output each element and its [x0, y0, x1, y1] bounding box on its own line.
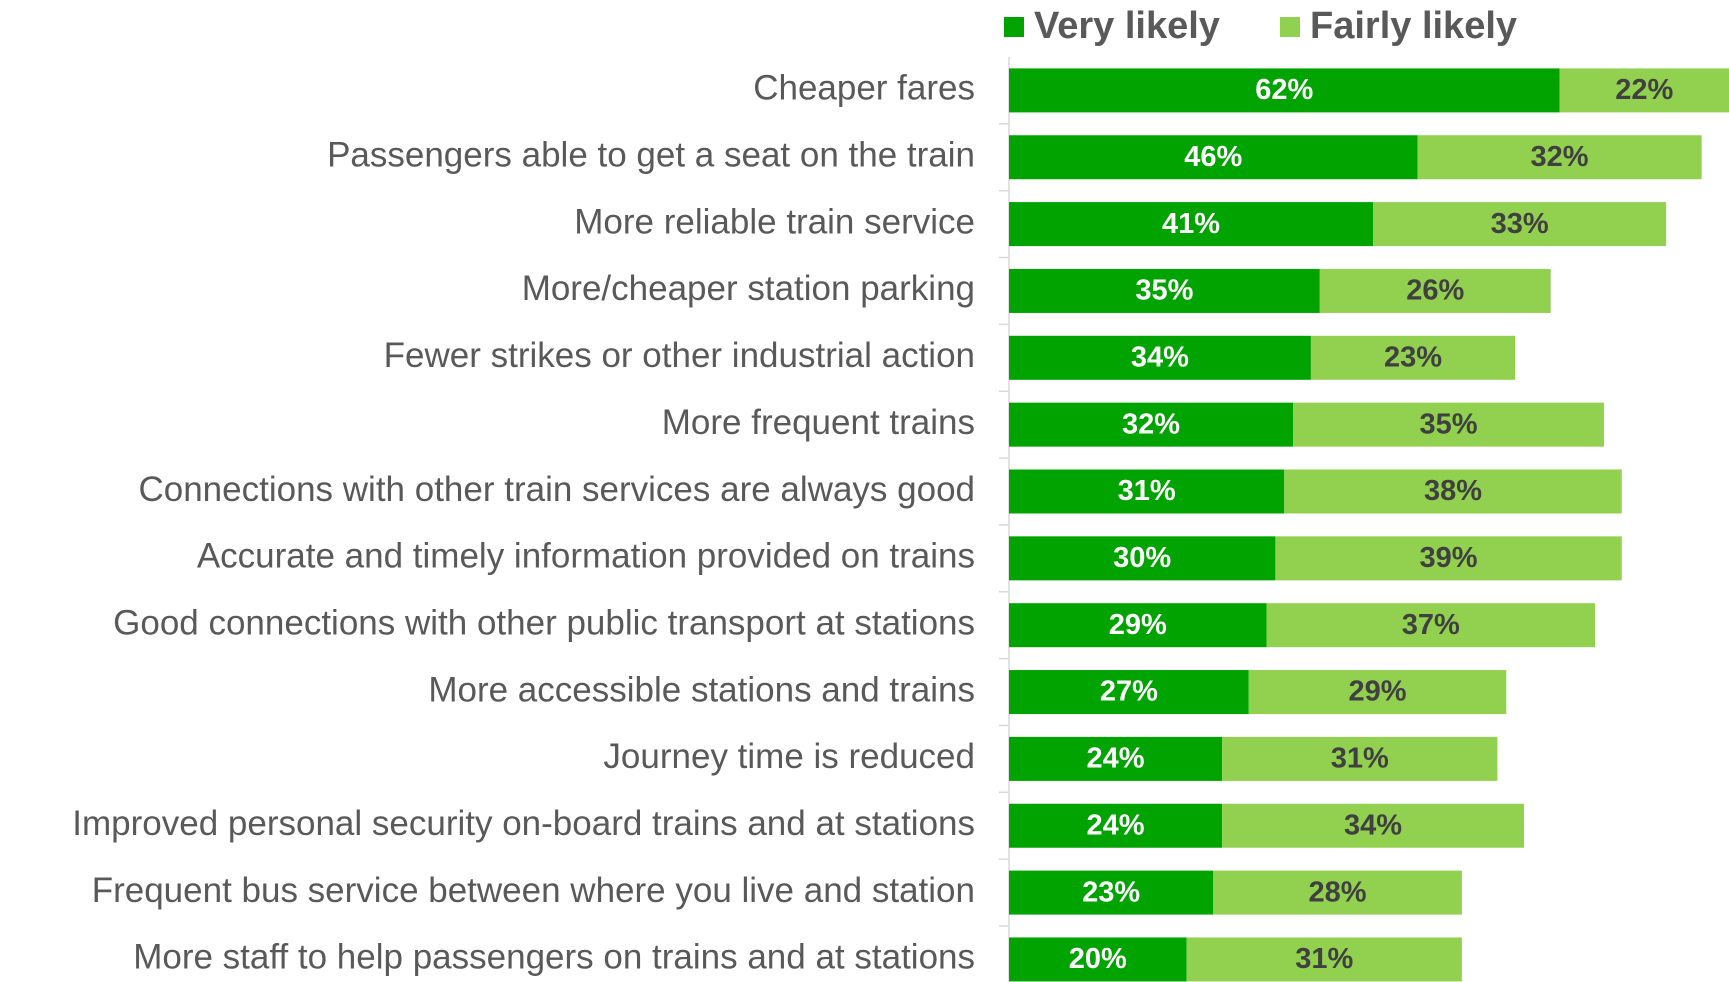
bar-segment: [1310, 335, 1516, 380]
value-label: 41%: [1162, 208, 1220, 240]
value-label: 29%: [1348, 676, 1406, 708]
value-label: 31%: [1331, 743, 1389, 775]
value-label: 34%: [1131, 341, 1189, 373]
category-label: More/cheaper station parking: [522, 269, 975, 308]
legend-label: Fairly likely: [1310, 5, 1517, 47]
category-label: More frequent trains: [662, 403, 975, 442]
bar-segment: [1266, 603, 1596, 648]
value-label: 34%: [1344, 809, 1402, 841]
value-label: 20%: [1069, 943, 1127, 975]
bar-segment: [1275, 536, 1622, 581]
category-label: Fewer strikes or other industrial action: [384, 336, 975, 375]
bar-segment: [1222, 736, 1498, 781]
bar-segment: [1213, 870, 1462, 915]
category-label: Cheaper fares: [753, 69, 975, 108]
bar-segment: [1009, 402, 1294, 447]
bar-segment: [1009, 202, 1374, 247]
value-label: 27%: [1100, 676, 1158, 708]
value-label: 31%: [1118, 475, 1176, 507]
bar-segment: [1009, 68, 1560, 113]
bar-segment: [1009, 870, 1214, 915]
value-label: 23%: [1384, 341, 1442, 373]
category-label: Improved personal security on-board trai…: [72, 804, 975, 843]
value-label: 62%: [1255, 74, 1313, 106]
value-label: 35%: [1420, 408, 1478, 440]
bar-segment: [1186, 937, 1462, 982]
category-label: Connections with other train services ar…: [138, 470, 975, 509]
bar-segment: [1009, 469, 1285, 514]
bar-segment: [1373, 202, 1667, 247]
category-label: More accessible stations and trains: [428, 670, 975, 709]
value-label: 33%: [1491, 208, 1549, 240]
bar-segment: [1009, 335, 1311, 380]
category-label: More reliable train service: [574, 202, 975, 241]
bar-segment: [1009, 937, 1187, 982]
value-label: 29%: [1109, 609, 1167, 641]
category-label: Journey time is reduced: [603, 737, 975, 776]
value-label: 35%: [1135, 275, 1193, 307]
category-label: Passengers able to get a seat on the tra…: [327, 136, 975, 175]
bar-segment: [1009, 670, 1249, 715]
legend-swatch: [1004, 17, 1024, 37]
value-label: 39%: [1420, 542, 1478, 574]
value-label: 31%: [1295, 943, 1353, 975]
value-label: 30%: [1113, 542, 1171, 574]
value-label: 38%: [1424, 475, 1482, 507]
value-label: 23%: [1082, 876, 1140, 908]
category-label: Accurate and timely information provided…: [197, 537, 975, 576]
value-label: 32%: [1122, 408, 1180, 440]
bar-segment: [1293, 402, 1604, 447]
legend-swatch: [1280, 17, 1300, 37]
bar-segment: [1417, 135, 1702, 180]
legend-label: Very likely: [1034, 5, 1220, 47]
value-label: 26%: [1406, 275, 1464, 307]
value-label: 24%: [1087, 809, 1145, 841]
bar-segment: [1009, 736, 1223, 781]
bar-segment: [1009, 536, 1276, 581]
value-label: 24%: [1087, 743, 1145, 775]
category-label: Frequent bus service between where you l…: [92, 871, 975, 910]
bar-segment: [1009, 603, 1267, 648]
value-label: 46%: [1184, 141, 1242, 173]
bar-segment: [1284, 469, 1622, 514]
bar-segment: [1559, 68, 1729, 113]
bar-segment: [1222, 803, 1525, 848]
value-label: 32%: [1531, 141, 1589, 173]
value-label: 28%: [1309, 876, 1367, 908]
value-label: 37%: [1402, 609, 1460, 641]
category-label: More staff to help passengers on trains …: [133, 938, 975, 977]
category-label: Good connections with other public trans…: [113, 603, 975, 642]
bar-segment: [1248, 670, 1507, 715]
bar-segment: [1319, 268, 1551, 313]
bar-segment: [1009, 268, 1320, 313]
bar-segment: [1009, 135, 1418, 180]
bar-segment: [1009, 803, 1223, 848]
value-label: 22%: [1615, 74, 1673, 106]
